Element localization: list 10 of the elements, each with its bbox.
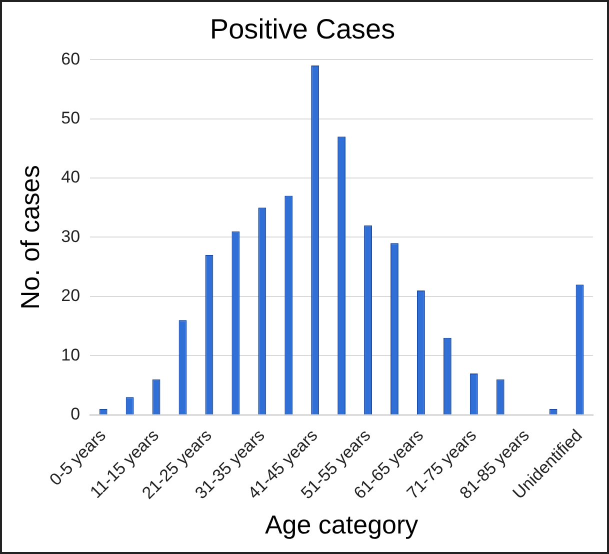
chart-title: Positive Cases	[210, 14, 396, 45]
y-tick-label: 30	[61, 226, 80, 246]
y-axis-title: No. of cases	[14, 164, 45, 310]
x-axis-title: Age category	[264, 510, 418, 540]
y-tick-label: 10	[61, 345, 80, 364]
y-tick-label: 40	[61, 168, 80, 187]
y-tick-label: 20	[61, 286, 80, 306]
y-tick-label: 60	[61, 49, 80, 68]
y-tick-label: 50	[61, 108, 80, 128]
y-tick-label: 0	[70, 404, 80, 424]
